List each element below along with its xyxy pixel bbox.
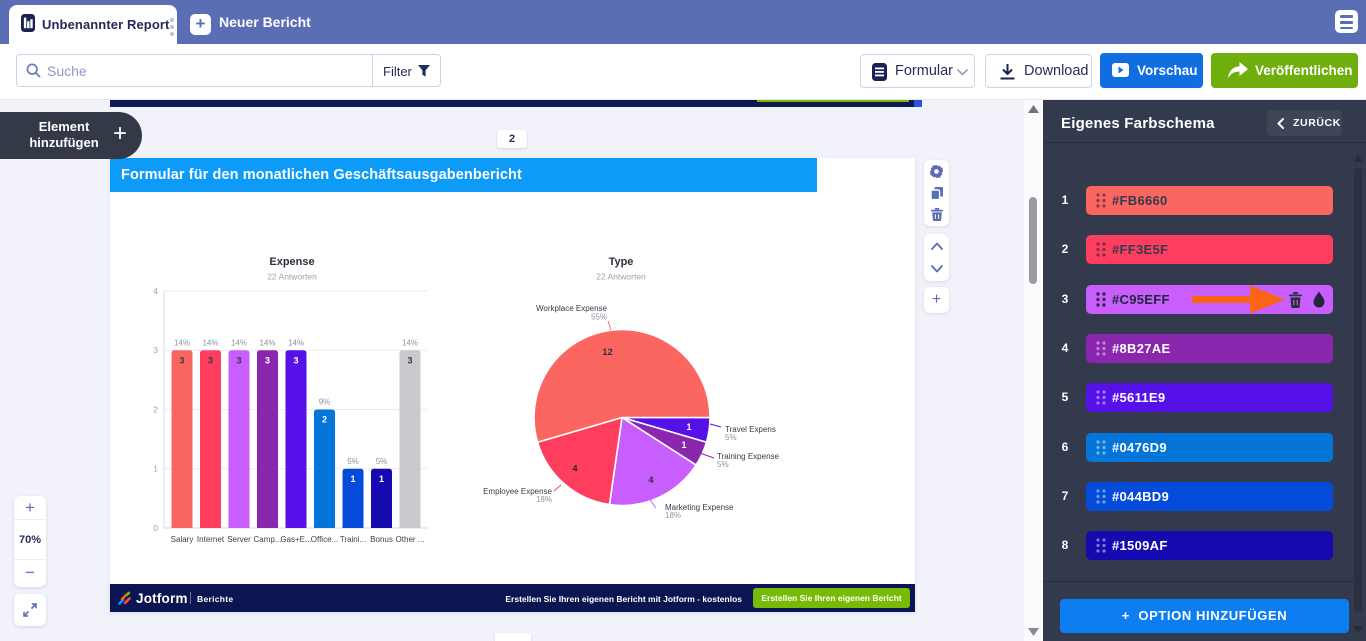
svg-text:0: 0 xyxy=(153,523,158,533)
svg-text:22 Antworten: 22 Antworten xyxy=(596,272,646,282)
svg-text:18%: 18% xyxy=(536,495,552,504)
svg-text:3: 3 xyxy=(208,355,213,365)
svg-text:3: 3 xyxy=(153,345,158,355)
svg-text:3: 3 xyxy=(236,355,241,365)
svg-text:5%: 5% xyxy=(376,457,388,466)
svg-text:14%: 14% xyxy=(259,338,275,347)
svg-text:4: 4 xyxy=(572,464,577,474)
svg-text:1: 1 xyxy=(686,422,691,432)
svg-text:5%: 5% xyxy=(347,457,359,466)
svg-text:1: 1 xyxy=(153,464,158,474)
svg-text:3: 3 xyxy=(293,355,298,365)
svg-text:Workplace Expense: Workplace Expense xyxy=(536,304,608,313)
svg-text:4: 4 xyxy=(153,286,158,296)
svg-text:3: 3 xyxy=(179,355,184,365)
svg-text:14%: 14% xyxy=(202,338,218,347)
svg-text:Travel Expens: Travel Expens xyxy=(725,425,776,434)
svg-text:Salary: Salary xyxy=(171,535,194,544)
svg-text:Internet: Internet xyxy=(197,535,225,544)
svg-text:Office...: Office... xyxy=(311,535,338,544)
svg-text:Training Expense: Training Expense xyxy=(717,452,780,461)
svg-text:Type: Type xyxy=(609,256,634,268)
svg-text:1: 1 xyxy=(681,440,686,450)
svg-text:Employee Expense: Employee Expense xyxy=(483,487,552,496)
svg-text:5%: 5% xyxy=(725,433,737,442)
svg-text:14%: 14% xyxy=(288,338,304,347)
svg-text:18%: 18% xyxy=(665,511,681,520)
svg-text:14%: 14% xyxy=(231,338,247,347)
svg-text:1: 1 xyxy=(350,474,355,484)
svg-text:5%: 5% xyxy=(717,460,729,469)
svg-text:2: 2 xyxy=(322,415,327,425)
svg-text:Server: Server xyxy=(227,535,251,544)
svg-text:Traini...: Traini... xyxy=(340,535,366,544)
svg-text:Expense: Expense xyxy=(269,256,314,268)
svg-text:9%: 9% xyxy=(319,398,331,407)
svg-text:12: 12 xyxy=(602,347,613,358)
svg-text:14%: 14% xyxy=(174,338,190,347)
svg-text:4: 4 xyxy=(648,475,653,485)
svg-text:22 Antworten: 22 Antworten xyxy=(267,272,317,282)
svg-text:2: 2 xyxy=(153,405,158,415)
svg-text:3: 3 xyxy=(265,355,270,365)
svg-text:Marketing Expense: Marketing Expense xyxy=(665,503,734,512)
svg-text:Other ...: Other ... xyxy=(396,535,425,544)
svg-text:1: 1 xyxy=(379,474,384,484)
svg-text:55%: 55% xyxy=(591,313,607,322)
svg-text:14%: 14% xyxy=(402,338,418,347)
svg-text:Gas+E...: Gas+E... xyxy=(280,535,311,544)
svg-text:Camp...: Camp... xyxy=(253,535,281,544)
svg-text:Bonus: Bonus xyxy=(370,535,393,544)
svg-text:3: 3 xyxy=(407,355,412,365)
